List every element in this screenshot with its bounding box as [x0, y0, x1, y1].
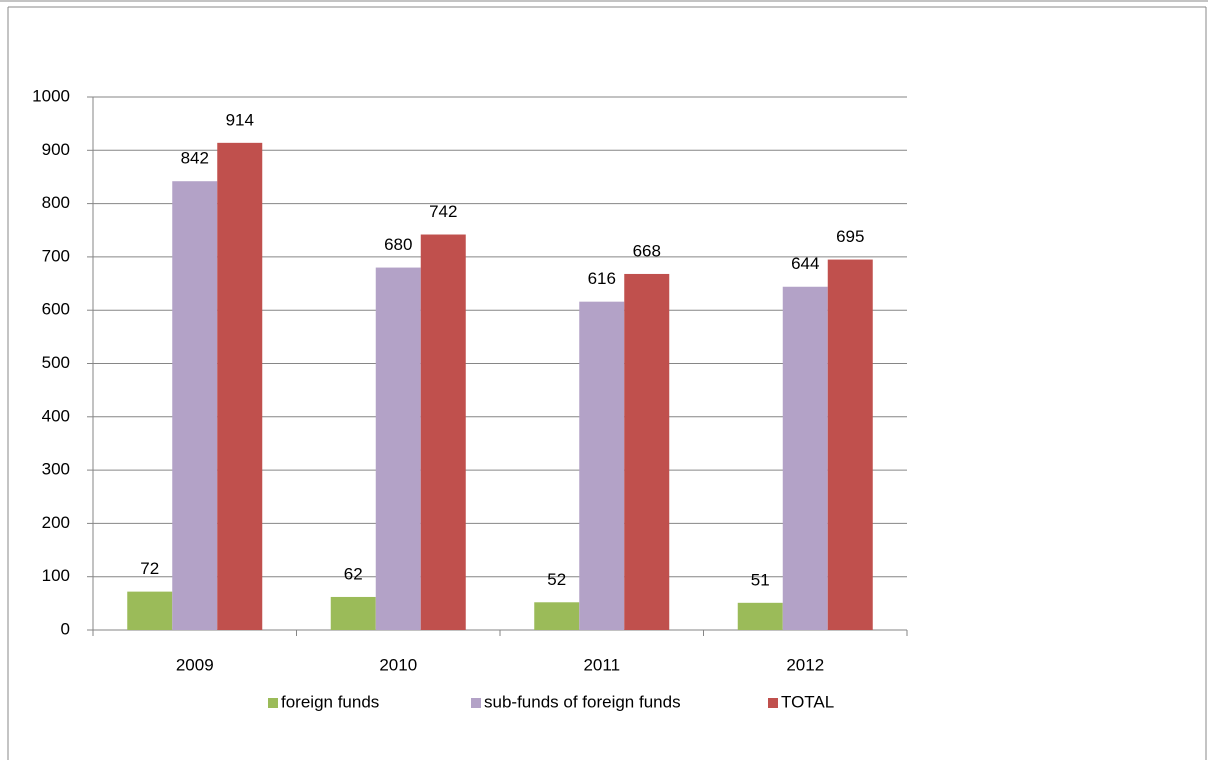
y-tick-label: 600 — [42, 300, 70, 319]
y-tick-label: 200 — [42, 513, 70, 532]
data-label: 72 — [140, 559, 159, 578]
data-label: 842 — [181, 149, 209, 168]
y-tick-label: 0 — [61, 619, 70, 638]
bar — [375, 267, 421, 630]
bar — [737, 602, 783, 630]
y-tick-label: 700 — [42, 246, 70, 265]
x-tick-label: 2011 — [583, 655, 620, 674]
bar — [127, 591, 173, 630]
y-tick-label: 900 — [42, 140, 70, 159]
data-label: 644 — [791, 254, 819, 273]
x-tick-label: 2009 — [176, 655, 214, 674]
legend-label: TOTAL — [781, 692, 834, 711]
x-tick-label: 2012 — [786, 655, 824, 674]
legend-swatch — [268, 698, 278, 708]
bar — [217, 142, 263, 630]
data-label: 62 — [344, 564, 363, 583]
y-tick-label: 300 — [42, 460, 70, 479]
legend-swatch — [768, 698, 778, 708]
bar — [624, 273, 670, 630]
y-tick-label: 800 — [42, 193, 70, 212]
data-label: 914 — [226, 110, 254, 129]
bar — [330, 596, 376, 630]
bar — [579, 301, 625, 630]
y-tick-label: 400 — [42, 406, 70, 425]
legend-swatch — [471, 698, 481, 708]
bar — [534, 602, 580, 630]
legend-label: foreign funds — [281, 692, 379, 711]
data-label: 680 — [384, 235, 412, 254]
data-label: 742 — [429, 202, 457, 221]
y-tick-label: 1000 — [32, 86, 70, 105]
bar — [172, 181, 218, 631]
bar — [420, 234, 466, 630]
bar — [782, 286, 828, 630]
data-label: 52 — [547, 570, 566, 589]
y-tick-label: 100 — [42, 566, 70, 585]
data-label: 616 — [588, 269, 616, 288]
data-label: 695 — [836, 227, 864, 246]
data-label: 51 — [751, 570, 770, 589]
legend-label: sub-funds of foreign funds — [484, 692, 681, 711]
y-tick-label: 500 — [42, 353, 70, 372]
data-label: 668 — [633, 241, 661, 260]
bar — [827, 259, 873, 630]
x-tick-label: 2010 — [379, 655, 417, 674]
